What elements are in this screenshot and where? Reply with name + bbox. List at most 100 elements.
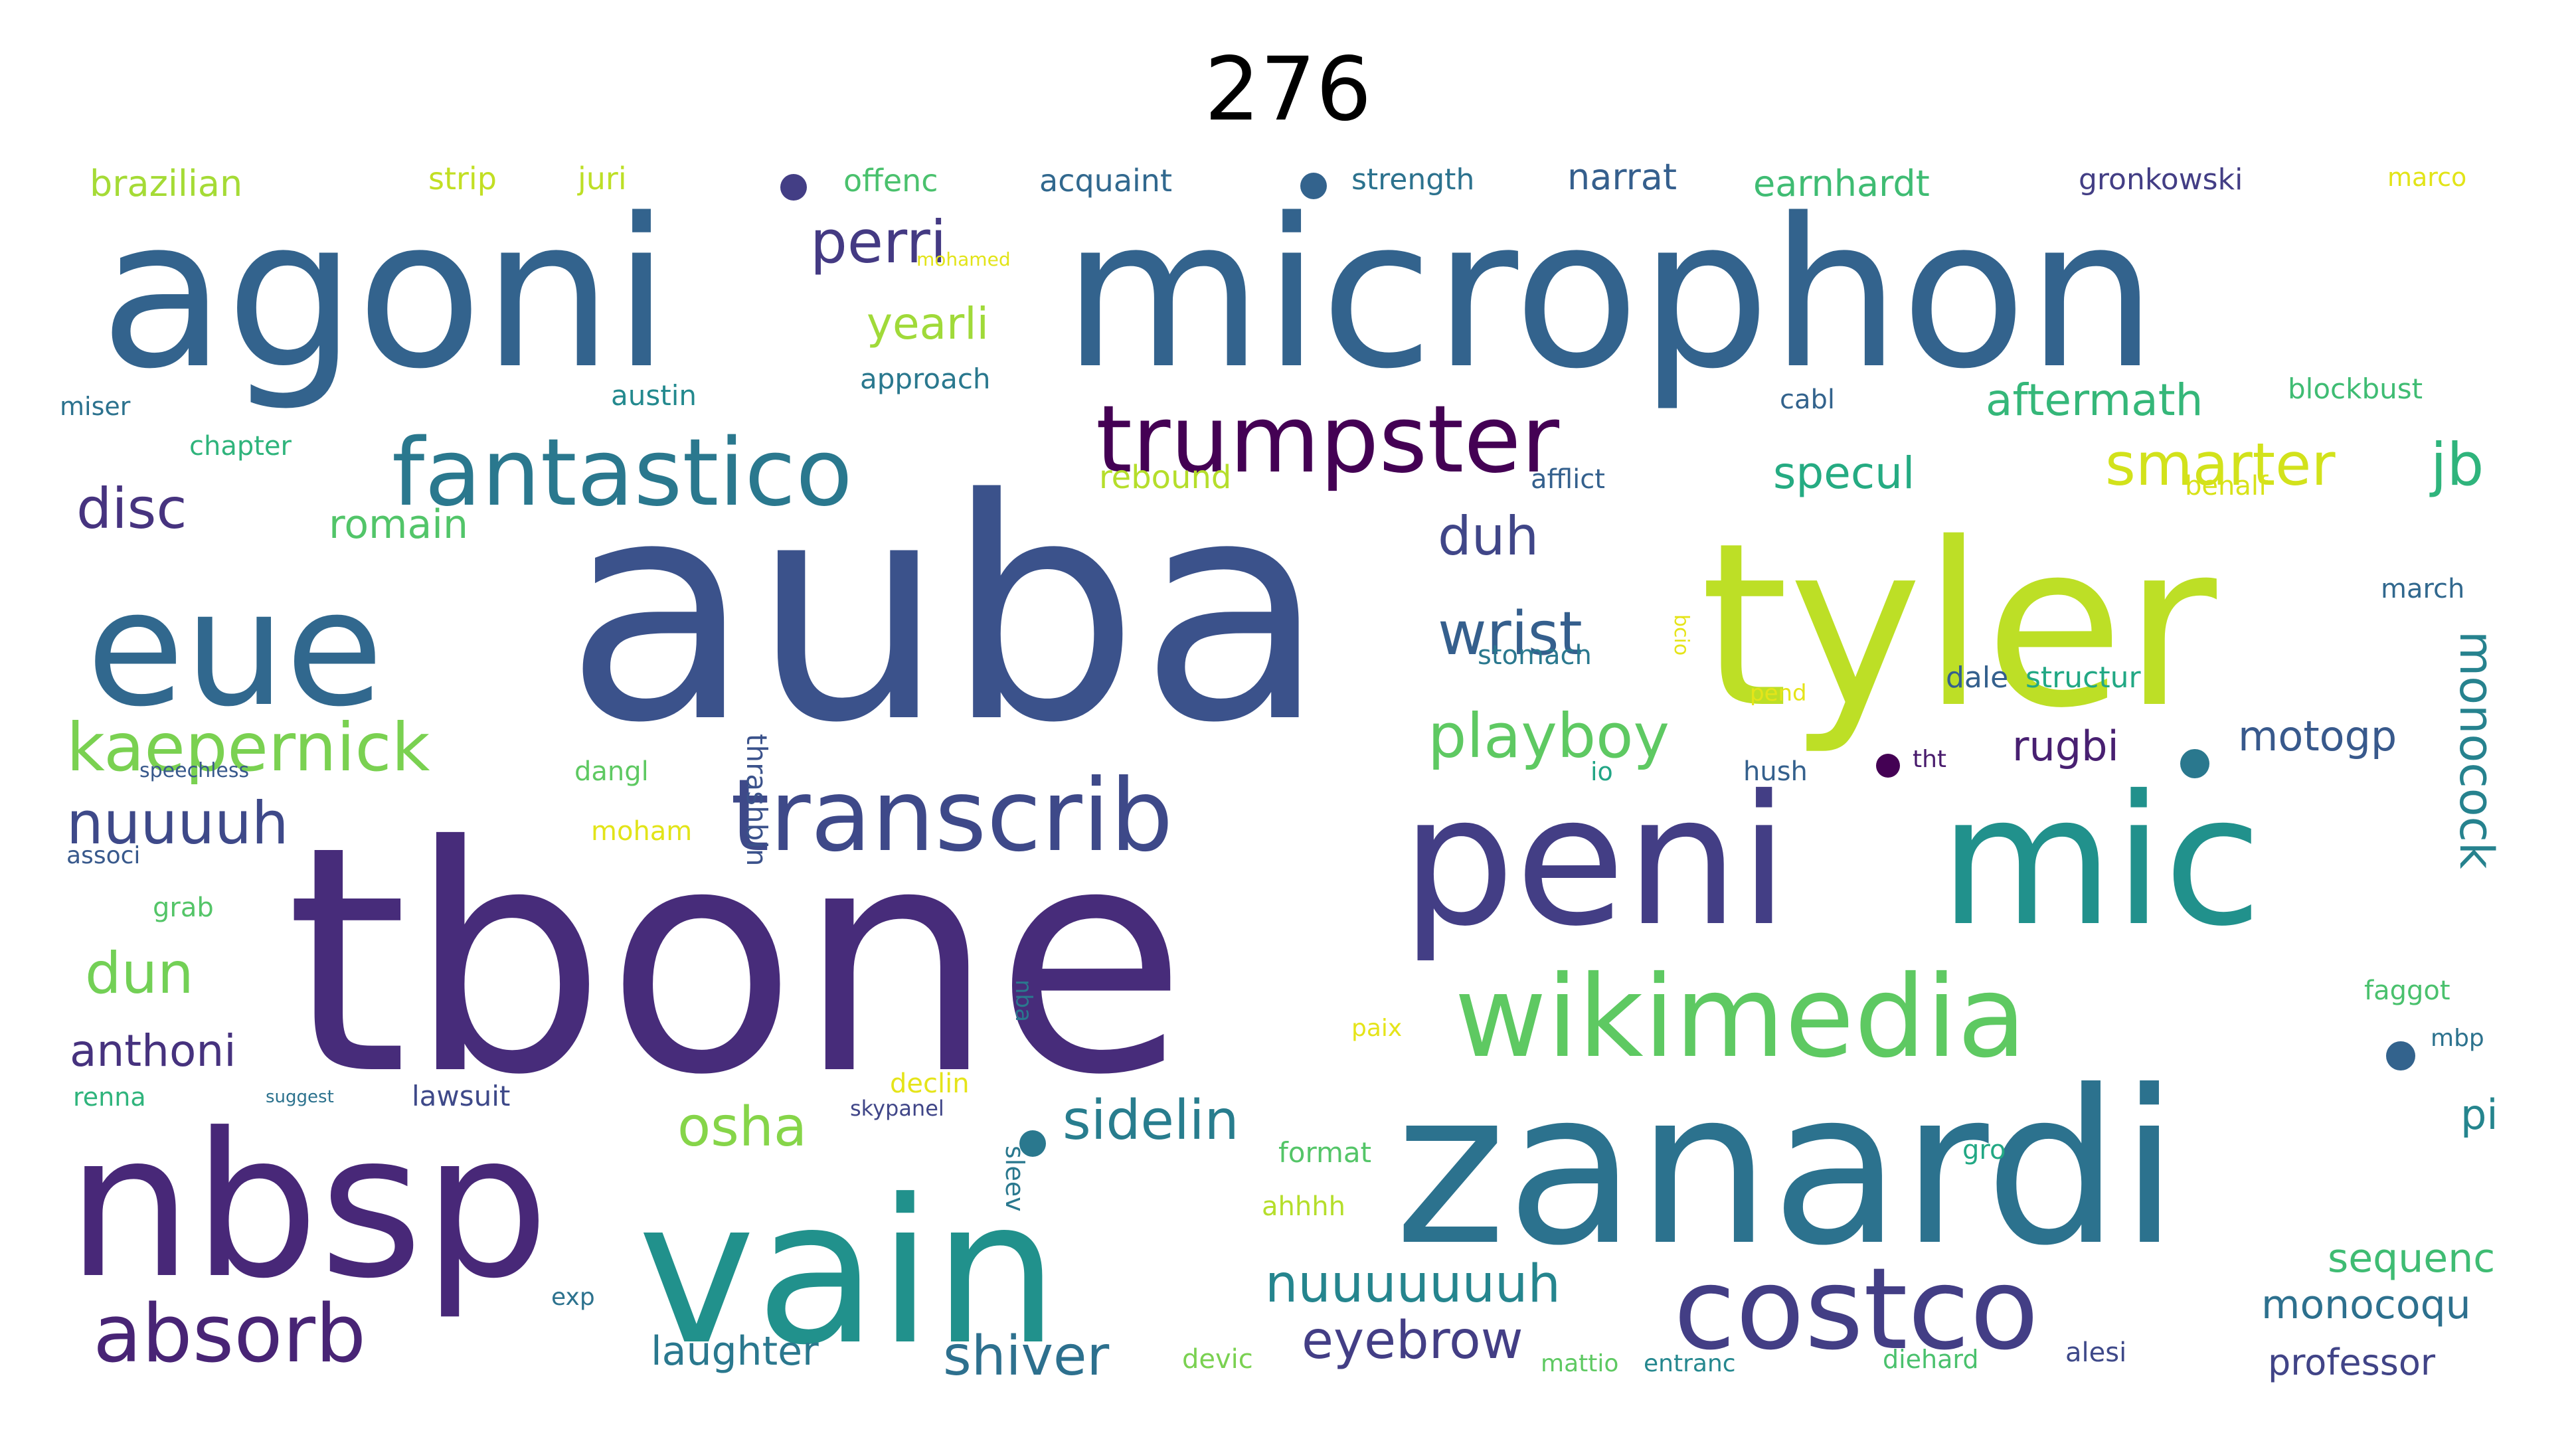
- cloud-word-sequenc: sequenc: [2328, 1235, 2495, 1282]
- cloud-word-trumpster: trumpster: [1096, 386, 1559, 494]
- cloud-word-wikimedia: wikimedia: [1454, 952, 2026, 1083]
- cloud-word-monocoqu: monocoqu: [2261, 1282, 2471, 1328]
- cloud-word-shiver: shiver: [943, 1325, 1109, 1388]
- cloud-word-mic: mic: [1939, 756, 2262, 966]
- cloud-word-miser: miser: [60, 392, 131, 421]
- cloud-dot: [1019, 1130, 1046, 1157]
- cloud-word-aftermath: aftermath: [1986, 375, 2203, 426]
- cloud-word-peni: peni: [1401, 756, 1789, 966]
- cloud-word-acquaint: acquaint: [1039, 163, 1172, 199]
- cloud-word-chapter: chapter: [189, 431, 292, 462]
- cloud-word-exp: exp: [551, 1284, 595, 1311]
- cloud-word-dale: dale: [1946, 661, 2008, 695]
- cloud-word-bcio: bcio: [1670, 614, 1693, 655]
- cloud-word-mohamed: mohamed: [916, 248, 1011, 270]
- cloud-word-devic: devic: [1182, 1344, 1253, 1375]
- cloud-word-eue: eue: [86, 556, 383, 742]
- cloud-dot: [1300, 173, 1327, 199]
- cloud-word-format: format: [1278, 1136, 1371, 1169]
- cloud-word-behalf: behalf: [2185, 471, 2269, 501]
- cloud-word-tbone: tbone: [286, 780, 1187, 1143]
- cloud-word-pi: pi: [2460, 1090, 2498, 1139]
- cloud-word-mattio: mattio: [1541, 1350, 1618, 1377]
- cloud-word-associ: associ: [66, 842, 140, 869]
- cloud-word-playboy: playboy: [1428, 701, 1670, 772]
- cloud-word-rebound: rebound: [1099, 459, 1231, 496]
- cloud-word-diehard: diehard: [1883, 1345, 1979, 1374]
- cloud-word-transcrib: transcrib: [730, 758, 1173, 874]
- cloud-word-smarter: smarter: [2105, 430, 2336, 499]
- cloud-word-nba: nba: [1010, 980, 1037, 1022]
- cloud-word-structur: structur: [2025, 661, 2141, 695]
- cloud-word-wrist: wrist: [1438, 599, 1583, 669]
- cloud-word-sleev: sleev: [1000, 1146, 1029, 1212]
- cloud-word-brazilian: brazilian: [90, 163, 242, 205]
- cloud-word-grab: grab: [153, 893, 214, 923]
- cloud-word-kaepernick: kaepernick: [66, 709, 430, 786]
- cloud-word-fantastico: fantastico: [392, 419, 853, 527]
- cloud-word-cabl: cabl: [1780, 385, 1835, 415]
- cloud-word-hush: hush: [1743, 756, 1808, 787]
- cloud-dot: [2180, 749, 2209, 778]
- cloud-word-vain: vain: [638, 1157, 1059, 1389]
- cloud-word-io: io: [1590, 757, 1613, 786]
- page-title: 276: [1204, 39, 1372, 141]
- cloud-word-paix: paix: [1351, 1015, 1402, 1042]
- cloud-word-renna: renna: [73, 1082, 146, 1112]
- cloud-word-dangl: dangl: [574, 756, 649, 787]
- cloud-word-laughter: laughter: [651, 1328, 819, 1375]
- cloud-word-march: march: [2381, 574, 2464, 604]
- cloud-word-duh: duh: [1438, 505, 1539, 567]
- cloud-word-eyebrow: eyebrow: [1302, 1311, 1523, 1371]
- cloud-word-zanardi: zanardi: [1395, 1045, 2179, 1292]
- cloud-word-speechless: speechless: [139, 759, 249, 782]
- cloud-word-romain: romain: [329, 501, 468, 548]
- cloud-word-thrashbin: thrashbin: [740, 734, 773, 867]
- cloud-word-monocock: monocock: [2449, 631, 2504, 869]
- cloud-word-entranc: entranc: [1644, 1350, 1736, 1377]
- cloud-word-perri: perri: [810, 208, 946, 276]
- cloud-word-jb: jb: [2429, 430, 2484, 499]
- cloud-word-specul: specul: [1773, 448, 1915, 499]
- cloud-word-tyler: tyler: [1700, 495, 2219, 758]
- cloud-word-juri: juri: [577, 161, 627, 197]
- cloud-word-alesi: alesi: [2065, 1337, 2126, 1368]
- cloud-word-pend: pend: [1750, 680, 1807, 707]
- cloud-word-ahhhh: ahhhh: [1262, 1191, 1345, 1222]
- cloud-word-faggot: faggot: [2364, 976, 2450, 1006]
- cloud-dot: [2386, 1041, 2415, 1070]
- cloud-word-narrat: narrat: [1567, 156, 1677, 198]
- cloud-word-skypanel: skypanel: [850, 1096, 944, 1121]
- cloud-word-gronkowski: gronkowski: [2079, 163, 2243, 197]
- cloud-word-moham: moham: [591, 816, 692, 847]
- cloud-word-tht: tht: [1913, 746, 1946, 773]
- cloud-word-stomach: stomach: [1478, 640, 1592, 671]
- cloud-word-motogp: motogp: [2238, 712, 2397, 760]
- cloud-word-rugbi: rugbi: [2012, 722, 2119, 770]
- cloud-word-osha: osha: [677, 1096, 807, 1159]
- cloud-word-declin: declin: [890, 1068, 970, 1099]
- cloud-word-anthoni: anthoni: [70, 1025, 236, 1076]
- cloud-word-blockbust: blockbust: [2288, 373, 2423, 405]
- cloud-word-disc: disc: [76, 476, 187, 541]
- cloud-word-costco: costco: [1674, 1244, 2039, 1375]
- cloud-word-marco: marco: [2387, 163, 2466, 192]
- cloud-word-yearli: yearli: [867, 298, 989, 349]
- cloud-word-microphon: microphon: [1063, 175, 2157, 414]
- cloud-word-lawsuit: lawsuit: [412, 1080, 510, 1112]
- cloud-word-offenc: offenc: [843, 163, 938, 199]
- cloud-word-earnhardt: earnhardt: [1753, 163, 1930, 205]
- cloud-word-gro: gro: [1962, 1135, 2006, 1165]
- cloud-word-sidelin: sidelin: [1063, 1089, 1239, 1152]
- cloud-word-agoni: agoni: [100, 175, 670, 414]
- cloud-dot: [780, 174, 807, 201]
- cloud-word-absorb: absorb: [93, 1288, 366, 1381]
- cloud-word-auba: auba: [564, 434, 1326, 790]
- cloud-word-dun: dun: [85, 940, 194, 1007]
- cloud-word-nuuuuh: nuuuuh: [66, 789, 289, 857]
- cloud-word-strip: strip: [428, 161, 497, 197]
- cloud-word-mbp: mbp: [2431, 1025, 2484, 1052]
- cloud-word-suggest: suggest: [266, 1087, 334, 1107]
- cloud-word-professor: professor: [2268, 1341, 2436, 1383]
